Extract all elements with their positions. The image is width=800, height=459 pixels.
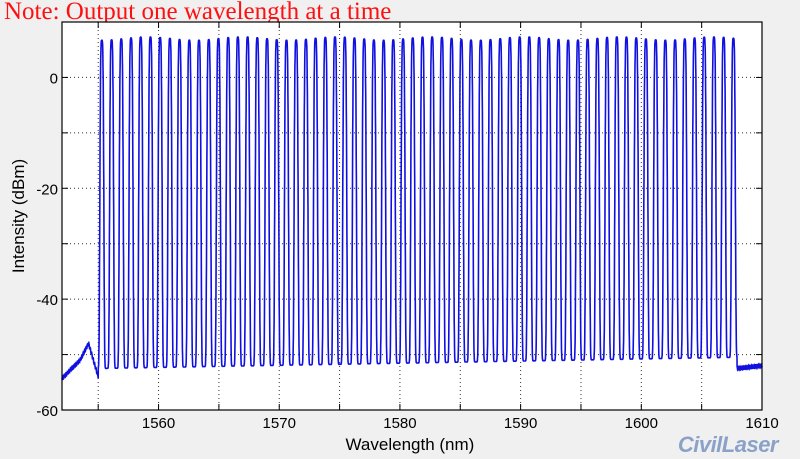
x-tick-label: 1570 [263, 415, 296, 432]
note-text: Note: Output one wavelength at a time [4, 0, 392, 25]
watermark-logo: CivilLaser [677, 432, 779, 457]
x-tick-label: 1600 [625, 415, 658, 432]
y-tick-label: -20 [36, 181, 58, 198]
x-tick-label: 1610 [745, 415, 778, 432]
y-tick-label: -40 [36, 292, 58, 309]
x-tick-label: 1560 [142, 415, 175, 432]
y-tick-label: 0 [50, 70, 58, 87]
x-tick-label: 1590 [504, 415, 537, 432]
y-axis-label: Intensity (dBm) [9, 159, 28, 273]
y-tick-label: -60 [36, 403, 58, 420]
x-tick-label: 1580 [383, 415, 416, 432]
spectrum-line [61, 36, 763, 381]
x-axis-label: Wavelength (nm) [346, 435, 475, 454]
plot-frame [61, 21, 763, 411]
